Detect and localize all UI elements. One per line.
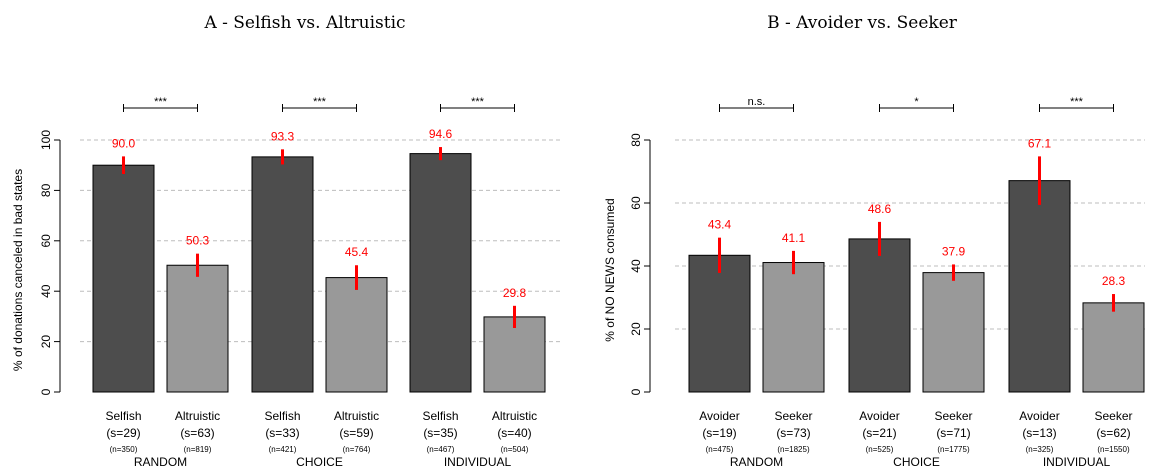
bar-label: Avoider bbox=[1019, 409, 1059, 423]
bar-label: Selfish bbox=[105, 409, 141, 423]
bar-n-label: (n=1550) bbox=[1097, 445, 1130, 454]
bar-s-label: (s=71) bbox=[936, 426, 970, 440]
bar bbox=[92, 164, 155, 393]
bar-s-label: (s=35) bbox=[423, 426, 457, 440]
bar-s-label: (s=13) bbox=[1022, 426, 1056, 440]
panel-a-title: A - Selfish vs. Altruistic bbox=[203, 13, 405, 33]
y-tick-label: 40 bbox=[629, 259, 643, 273]
bar-s-label: (s=40) bbox=[497, 426, 531, 440]
bar-label: Altruistic bbox=[334, 409, 379, 423]
bar-n-label: (n=1825) bbox=[777, 445, 810, 454]
y-tick-label: 20 bbox=[629, 322, 643, 336]
y-axis-label: % of donations canceled in bad states bbox=[11, 169, 25, 371]
bar-n-label: (n=525) bbox=[866, 445, 894, 454]
bar-n-label: (n=467) bbox=[427, 445, 455, 454]
panel-b-title: B - Avoider vs. Seeker bbox=[767, 13, 958, 33]
bar-label: Selfish bbox=[264, 409, 300, 423]
significance-label: *** bbox=[471, 96, 485, 108]
y-tick-label: 0 bbox=[39, 388, 53, 395]
bar-label: Selfish bbox=[422, 409, 458, 423]
group-label: INDIVIDUAL bbox=[444, 455, 512, 469]
y-tick-label: 80 bbox=[629, 133, 643, 147]
value-label: 67.1 bbox=[1028, 136, 1052, 150]
bar-s-label: (s=62) bbox=[1096, 426, 1130, 440]
group-label: CHOICE bbox=[296, 455, 343, 469]
bar-s-label: (s=73) bbox=[776, 426, 810, 440]
significance-label: *** bbox=[1070, 96, 1084, 108]
value-label: 28.3 bbox=[1102, 274, 1126, 288]
bar-n-label: (n=421) bbox=[269, 445, 297, 454]
bar-label: Seeker bbox=[934, 409, 972, 423]
y-tick-label: 40 bbox=[39, 284, 53, 298]
value-label: 94.6 bbox=[429, 127, 453, 141]
bar-label: Avoider bbox=[859, 409, 899, 423]
bar-n-label: (n=504) bbox=[501, 445, 529, 454]
bar-n-label: (n=819) bbox=[184, 445, 212, 454]
significance-label: n.s. bbox=[748, 96, 766, 108]
bar-s-label: (s=63) bbox=[180, 426, 214, 440]
bar-n-label: (n=325) bbox=[1026, 445, 1054, 454]
bar-n-label: (n=1775) bbox=[937, 445, 970, 454]
panel-b-plot: 0 20 40 60 80 % of NO NEWS consumed 43.4 Avoide… bbox=[603, 96, 1145, 469]
bar bbox=[251, 156, 314, 393]
y-tick-label: 60 bbox=[39, 234, 53, 248]
bar-s-label: (s=33) bbox=[265, 426, 299, 440]
bar bbox=[688, 254, 751, 393]
value-label: 45.4 bbox=[345, 245, 369, 259]
bar bbox=[922, 272, 985, 393]
bar-label: Seeker bbox=[774, 409, 812, 423]
significance-label: *** bbox=[313, 96, 327, 108]
bar bbox=[848, 238, 911, 393]
bar-n-label: (n=350) bbox=[110, 445, 138, 454]
bar-label: Altruistic bbox=[175, 409, 220, 423]
bar-s-label: (s=59) bbox=[339, 426, 373, 440]
y-tick-label: 100 bbox=[39, 130, 53, 150]
bar bbox=[166, 264, 229, 393]
group-label: INDIVIDUAL bbox=[1043, 455, 1111, 469]
value-label: 90.0 bbox=[112, 136, 136, 150]
group-label: CHOICE bbox=[893, 455, 940, 469]
bar-s-label: (s=21) bbox=[862, 426, 896, 440]
value-label: 50.3 bbox=[186, 234, 210, 248]
value-label: 29.8 bbox=[503, 286, 527, 300]
bar bbox=[762, 262, 825, 393]
y-tick-label: 20 bbox=[39, 335, 53, 349]
bar-n-label: (n=764) bbox=[343, 445, 371, 454]
bar bbox=[483, 316, 546, 393]
y-axis-label: % of NO NEWS consumed bbox=[603, 198, 617, 341]
bar bbox=[325, 277, 388, 393]
bar-s-label: (s=19) bbox=[702, 426, 736, 440]
bar-label: Altruistic bbox=[492, 409, 537, 423]
value-label: 93.3 bbox=[271, 129, 295, 143]
bar-label: Seeker bbox=[1094, 409, 1132, 423]
group-label: RANDOM bbox=[730, 455, 783, 469]
bar bbox=[1008, 180, 1071, 393]
significance-label: *** bbox=[154, 96, 168, 108]
significance-label: * bbox=[914, 96, 919, 108]
y-tick-label: 60 bbox=[629, 196, 643, 210]
value-label: 37.9 bbox=[942, 244, 966, 258]
bar bbox=[409, 153, 472, 393]
value-label: 41.1 bbox=[782, 231, 806, 245]
bar-label: Avoider bbox=[699, 409, 739, 423]
bar-n-label: (n=475) bbox=[706, 445, 734, 454]
group-label: RANDOM bbox=[134, 455, 187, 469]
y-tick-label: 80 bbox=[39, 183, 53, 197]
bar bbox=[1082, 302, 1145, 393]
y-tick-label: 0 bbox=[629, 388, 643, 395]
value-label: 48.6 bbox=[868, 202, 892, 216]
bar-s-label: (s=29) bbox=[106, 426, 140, 440]
panel-a-plot: 0 20 40 60 80 100 % of donations canceled in b… bbox=[11, 96, 562, 469]
value-label: 43.4 bbox=[708, 218, 732, 232]
